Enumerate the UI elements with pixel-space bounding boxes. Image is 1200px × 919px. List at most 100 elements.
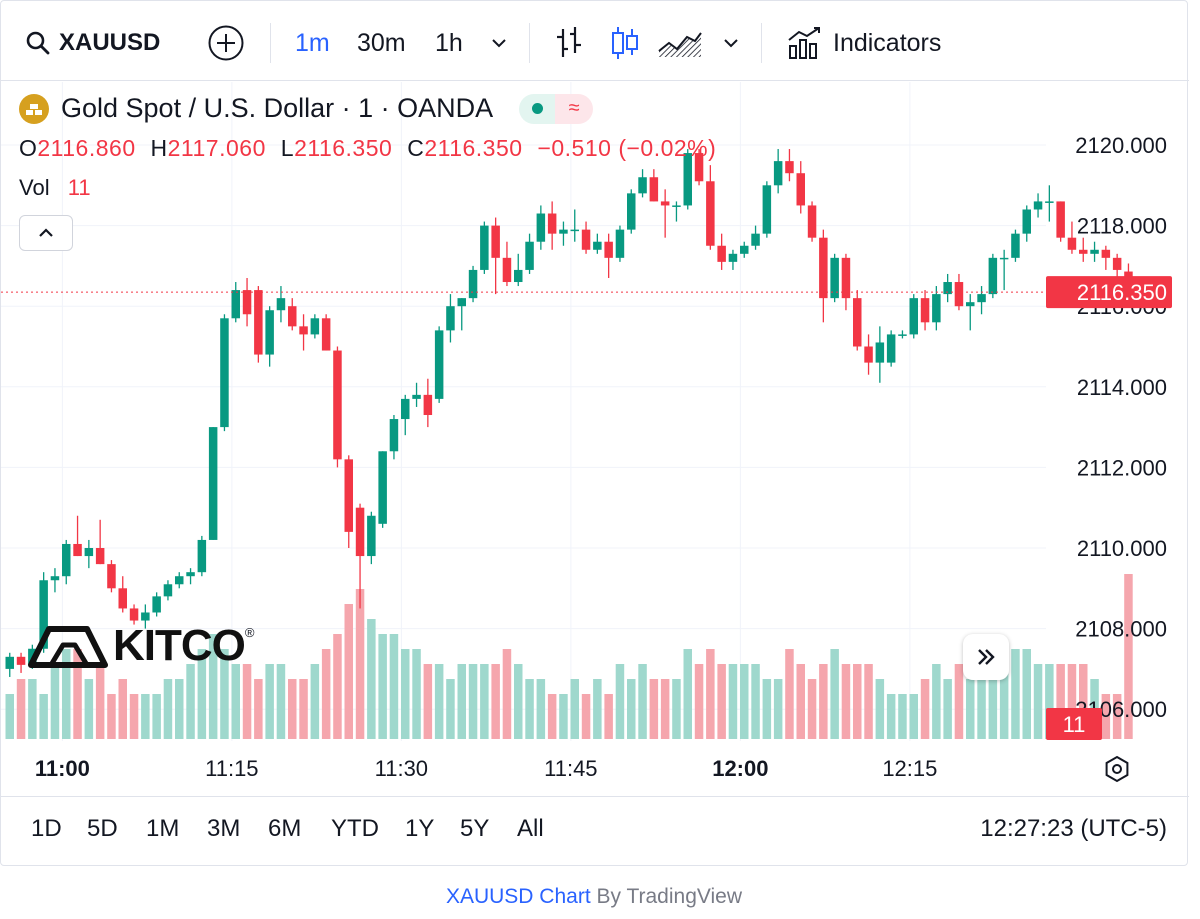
candle [717,245,726,262]
candle [299,326,308,335]
gold-symbol-icon [19,93,49,124]
volume-bar [706,649,715,739]
symbol-search[interactable]: XAUUSD [25,23,160,63]
volume-bar [751,664,760,739]
volume-bar [649,679,659,739]
volume-bar [434,664,444,739]
price-tick-label: 2110.000 [1077,536,1167,561]
volume-bar [265,664,274,739]
volume-bar [152,694,161,739]
volume-bar [875,679,885,739]
candle [152,596,161,613]
volume-bar [954,664,964,739]
last-price-label: 2116.350 [1077,280,1167,305]
candle [355,507,365,557]
bar-chart-type-button[interactable] [553,23,585,63]
collapse-legend-button[interactable] [19,215,73,251]
volume-value: 11 [67,175,91,200]
volume-bar [977,664,986,739]
candle [706,181,715,246]
search-icon [26,31,50,55]
market-status-badge[interactable]: ≈ [519,93,594,124]
candle [457,298,466,307]
tradingview-credit[interactable]: By TradingView [596,885,743,908]
candle [909,298,918,335]
chart-link[interactable]: XAUUSD Chart [445,885,591,908]
candle [1056,201,1065,238]
range-1d[interactable]: 1D [31,815,62,842]
volume-bar [615,664,625,739]
volume-bar [231,664,240,739]
candle [740,245,749,254]
range-6m[interactable]: 6M [268,815,302,842]
candle [977,294,986,303]
range-5y[interactable]: 5Y [460,815,490,842]
volume-label: Vol [19,175,50,200]
volume-bar [423,664,433,739]
volume-bar [841,664,851,739]
volume-bar [683,649,692,739]
candle [310,318,320,335]
volume-bar [1101,694,1111,739]
kitco-logo: KITCO ® [27,621,254,671]
candle [118,588,127,609]
range-1y[interactable]: 1Y [405,815,435,842]
chart-widget: XAUUSD 1m 30m 1h [0,0,1189,866]
area-chart-type-button[interactable] [657,23,703,63]
interval-1h[interactable]: 1h [435,28,463,57]
candle [367,515,376,557]
volume-bar [378,634,387,739]
volume-bar [728,664,738,739]
scroll-right-icon [978,649,995,665]
volume-bar [468,664,478,739]
open-label: O [19,135,38,161]
candle [683,153,692,206]
scroll-to-realtime-button[interactable] [963,634,1009,680]
series-legend: Gold Spot / U.S. Dollar · 1 · OANDA ≈ [19,93,594,124]
volume-bar [694,664,704,739]
interval-1m[interactable]: 1m [295,28,330,57]
candle [932,294,941,323]
volume-bar [988,649,998,739]
chart-type-dropdown[interactable] [721,23,741,63]
candle [581,229,591,250]
interval-dropdown[interactable] [489,23,509,63]
indicators-button[interactable]: Indicators [787,23,941,63]
toolbar-divider [270,23,271,63]
settings-icon[interactable] [1105,755,1129,783]
price-tick-label: 2108.000 [1075,617,1167,642]
range-3m[interactable]: 3M [207,815,241,842]
market-open-icon [519,93,556,124]
volume-bar [299,679,308,739]
candle [593,241,602,250]
volume-bar [446,679,455,739]
volume-bar [909,694,918,739]
bar-chart-type-icon [557,27,581,57]
volume-bar [1124,574,1133,739]
candle [1011,233,1020,258]
volume-legend: Vol 11 [19,175,91,201]
range-ytd[interactable]: YTD [331,815,379,842]
candle [220,318,229,428]
candle [604,241,613,258]
volume-bar [1056,664,1065,739]
volume-bar [367,619,376,739]
compare-symbol-button[interactable] [207,23,245,63]
candle [853,298,862,347]
range-all[interactable]: All [517,815,544,842]
timezone-clock[interactable]: 12:27:23 (UTC-5) [980,815,1167,842]
volume-bar [254,679,263,739]
interval-30m[interactable]: 30m [357,28,406,57]
price-chart[interactable]: 2120.0002118.0002116.0002114.0002112.000… [1,82,1188,795]
range-5d[interactable]: 5D [87,815,118,842]
candles-chart-type-button[interactable] [609,23,641,63]
range-1m[interactable]: 1M [146,815,180,842]
candle [615,229,625,258]
kitco-wordmark: KITCO [113,621,246,670]
volume-bar [638,664,647,739]
toolbar-divider [529,23,530,63]
volume-bar [355,589,365,739]
volume-bar [401,649,410,739]
candle [231,290,240,319]
price-tick-label: 2112.000 [1077,455,1167,480]
